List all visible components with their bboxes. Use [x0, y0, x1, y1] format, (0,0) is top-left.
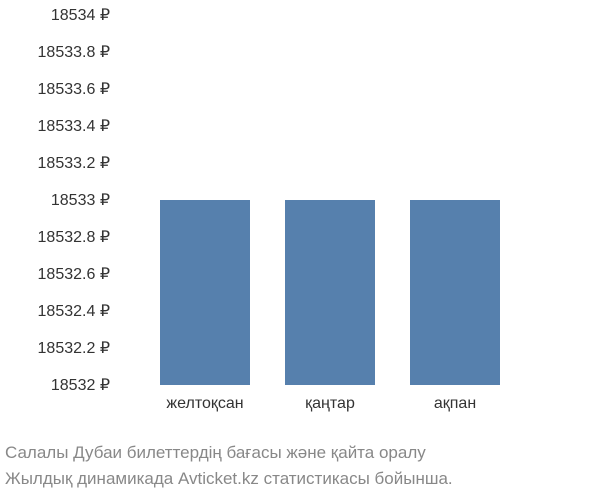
- y-tick-label: 18533 ₽: [0, 190, 110, 210]
- y-tick-label: 18534 ₽: [0, 5, 110, 25]
- y-tick-label: 18533.2 ₽: [0, 153, 110, 173]
- y-axis: 18534 ₽18533.8 ₽18533.6 ₽18533.4 ₽18533.…: [0, 15, 115, 385]
- y-tick-label: 18532.6 ₽: [0, 264, 110, 284]
- x-tick-label: желтоқсан: [166, 395, 243, 413]
- bar: [160, 200, 250, 385]
- y-tick-label: 18532.4 ₽: [0, 301, 110, 321]
- x-tick-label: ақпан: [434, 395, 476, 413]
- x-axis-labels: желтоқсан қаңтар ақпан: [115, 395, 545, 425]
- chart-caption: Салалы Дубаи билеттердің бағасы және қай…: [5, 440, 453, 491]
- y-tick-label: 18532.8 ₽: [0, 227, 110, 247]
- bar: [410, 200, 500, 385]
- y-tick-label: 18532 ₽: [0, 375, 110, 395]
- caption-line-1: Салалы Дубаи билеттердің бағасы және қай…: [5, 440, 453, 466]
- chart-container: 18534 ₽ 18533.8 ₽ 18533.6 ₽ 18533.4 ₽ 18533.…: [0, 0, 600, 500]
- caption-line-2: Жылдық динамикада Avticket.kz статистика…: [5, 466, 453, 492]
- plot-area: [115, 15, 545, 385]
- y-tick-label: 18533.8 ₽: [0, 42, 110, 62]
- bar: [285, 200, 375, 385]
- y-tick-label: 18533.6 ₽: [0, 79, 110, 99]
- x-tick-label: қаңтар: [305, 395, 355, 413]
- y-tick-label: 18532.2 ₽: [0, 338, 110, 358]
- y-tick-label: 18533.4 ₽: [0, 116, 110, 136]
